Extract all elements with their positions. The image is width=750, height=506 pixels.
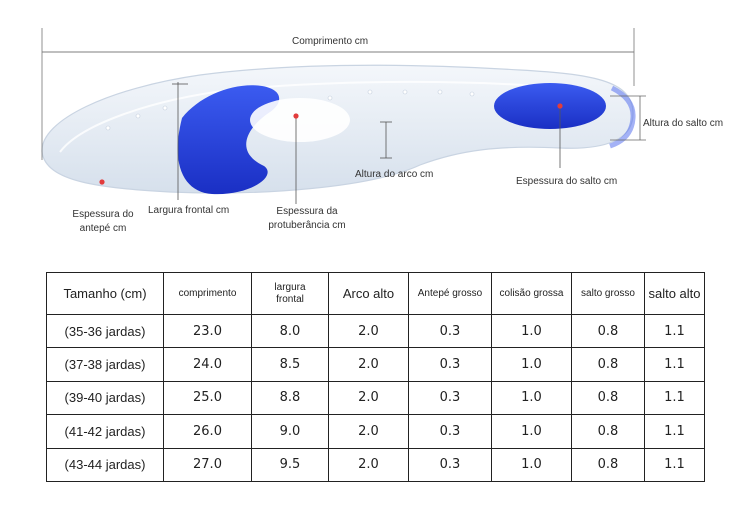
insole-diagram: Comprimento cm Altura do salto cm Altura… <box>0 0 750 250</box>
cell-heel-thick: 0.8 <box>571 414 645 449</box>
arch-bump <box>250 98 350 142</box>
heel-gel <box>494 83 606 129</box>
label-arch-height: Altura do arco cm <box>355 169 434 180</box>
cell-length: 23.0 <box>163 313 252 349</box>
cell-heel-thick: 0.8 <box>571 380 645 416</box>
cell-front-width: 8.5 <box>251 347 329 382</box>
cell-front-width: 8.8 <box>251 380 329 416</box>
header-size: Tamanho (cm) <box>46 272 164 315</box>
header-heel-height: salto alto <box>644 272 705 315</box>
header-heel-thick: salto grosso <box>571 272 645 315</box>
cell-size: (39-40 jardas) <box>46 380 164 416</box>
header-forefoot-thick: Antepé grosso <box>408 272 492 315</box>
cell-length: 27.0 <box>163 447 252 482</box>
cell-heel-height: 1.1 <box>644 347 705 382</box>
label-length: Comprimento cm <box>292 36 369 47</box>
cell-length: 24.0 <box>163 347 252 382</box>
cell-size: (37-38 jardas) <box>46 347 164 382</box>
cell-arch-height: 2.0 <box>328 347 409 382</box>
cell-front-width: 9.5 <box>251 447 329 482</box>
cell-heel-thick: 0.8 <box>571 313 645 349</box>
insole-illustration <box>41 28 646 204</box>
label-forefoot-thickness: Espessura do antepé cm <box>72 209 134 234</box>
cell-size: (43-44 jardas) <box>46 447 164 482</box>
header-length: comprimento <box>163 272 252 315</box>
cell-length: 26.0 <box>163 414 252 449</box>
label-heel-height: Altura do salto cm <box>643 118 724 129</box>
label-protuberance-thickness: Espessura da protuberância cm <box>268 206 346 231</box>
cell-length: 25.0 <box>163 380 252 416</box>
cell-collision-thick: 1.0 <box>491 380 572 416</box>
cell-front-width: 8.0 <box>251 313 329 349</box>
table-row: (43-44 jardas) 27.0 9.5 2.0 0.3 1.0 0.8 … <box>46 447 705 482</box>
cell-arch-height: 2.0 <box>328 313 409 349</box>
cell-heel-thick: 0.8 <box>571 447 645 482</box>
cell-heel-height: 1.1 <box>644 414 705 449</box>
cell-heel-height: 1.1 <box>644 380 705 416</box>
cell-collision-thick: 1.0 <box>491 414 572 449</box>
label-front-width: Largura frontal cm <box>148 205 230 216</box>
cell-collision-thick: 1.0 <box>491 347 572 382</box>
header-front-width: largura frontal <box>251 272 329 315</box>
cell-forefoot-thick: 0.3 <box>408 380 492 416</box>
table-row: (37-38 jardas) 24.0 8.5 2.0 0.3 1.0 0.8 … <box>46 347 705 382</box>
cell-size: (35-36 jardas) <box>46 313 164 349</box>
cell-forefoot-thick: 0.3 <box>408 447 492 482</box>
cell-size: (41-42 jardas) <box>46 414 164 449</box>
cell-arch-height: 2.0 <box>328 447 409 482</box>
cell-collision-thick: 1.0 <box>491 447 572 482</box>
table-row: (35-36 jardas) 23.0 8.0 2.0 0.3 1.0 0.8 … <box>46 313 705 349</box>
table-row: (41-42 jardas) 26.0 9.0 2.0 0.3 1.0 0.8 … <box>46 414 705 449</box>
cell-arch-height: 2.0 <box>328 380 409 416</box>
cell-collision-thick: 1.0 <box>491 313 572 349</box>
cell-heel-thick: 0.8 <box>571 347 645 382</box>
cell-forefoot-thick: 0.3 <box>408 313 492 349</box>
table-header-row: Tamanho (cm) comprimento largura frontal… <box>46 272 705 315</box>
table-row: (39-40 jardas) 25.0 8.8 2.0 0.3 1.0 0.8 … <box>46 380 705 416</box>
cell-forefoot-thick: 0.3 <box>408 347 492 382</box>
header-collision-thick: colisão grossa <box>491 272 572 315</box>
cell-heel-height: 1.1 <box>644 447 705 482</box>
label-heel-thickness: Espessura do salto cm <box>516 176 618 187</box>
cell-front-width: 9.0 <box>251 414 329 449</box>
cell-arch-height: 2.0 <box>328 414 409 449</box>
cell-heel-height: 1.1 <box>644 313 705 349</box>
cell-forefoot-thick: 0.3 <box>408 414 492 449</box>
size-table: Tamanho (cm) comprimento largura frontal… <box>46 272 705 482</box>
header-arch-height: Arco alto <box>328 272 409 315</box>
